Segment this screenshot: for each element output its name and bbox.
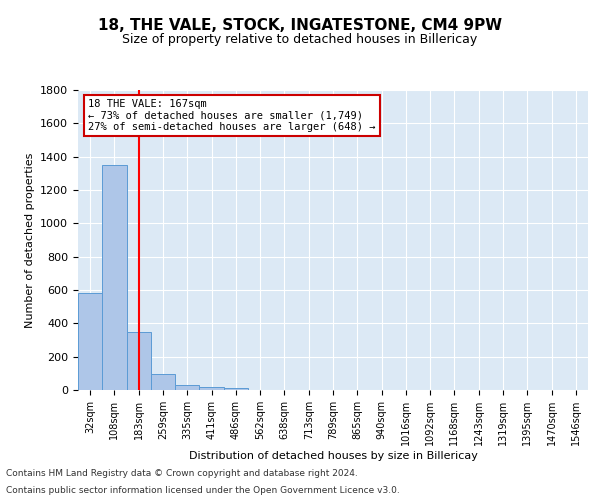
- Text: 18 THE VALE: 167sqm
← 73% of detached houses are smaller (1,749)
27% of semi-det: 18 THE VALE: 167sqm ← 73% of detached ho…: [88, 99, 376, 132]
- Bar: [151, 374, 175, 390]
- Bar: [78, 294, 102, 390]
- Text: 18, THE VALE, STOCK, INGATESTONE, CM4 9PW: 18, THE VALE, STOCK, INGATESTONE, CM4 9P…: [98, 18, 502, 32]
- Y-axis label: Number of detached properties: Number of detached properties: [25, 152, 35, 328]
- Bar: [224, 388, 248, 390]
- Bar: [175, 385, 199, 390]
- Text: Contains HM Land Registry data © Crown copyright and database right 2024.: Contains HM Land Registry data © Crown c…: [6, 468, 358, 477]
- X-axis label: Distribution of detached houses by size in Billericay: Distribution of detached houses by size …: [188, 450, 478, 460]
- Text: Contains public sector information licensed under the Open Government Licence v3: Contains public sector information licen…: [6, 486, 400, 495]
- Bar: [102, 165, 127, 390]
- Bar: [199, 386, 224, 390]
- Bar: [127, 332, 151, 390]
- Text: Size of property relative to detached houses in Billericay: Size of property relative to detached ho…: [122, 32, 478, 46]
